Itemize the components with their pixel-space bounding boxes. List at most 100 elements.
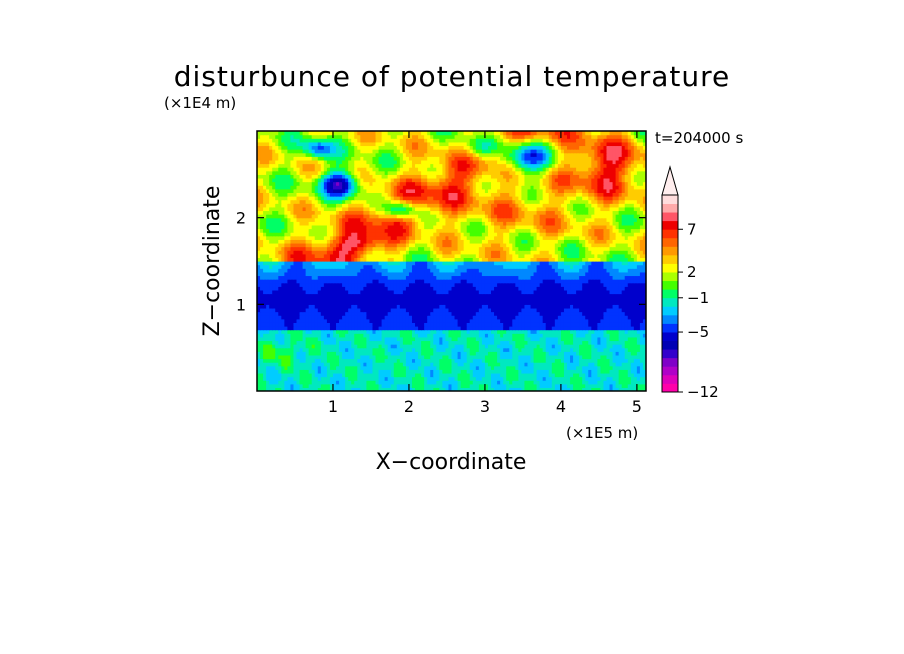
heatmap-cell xyxy=(606,336,611,342)
heatmap-cell xyxy=(329,365,334,370)
heatmap-cell xyxy=(585,380,589,385)
heatmap-cell xyxy=(582,275,586,280)
heatmap-cell xyxy=(436,250,440,255)
heatmap-cell xyxy=(369,380,374,385)
heatmap-cell xyxy=(545,380,550,385)
heatmap-cell xyxy=(451,286,456,291)
heatmap-cell xyxy=(509,307,513,313)
heatmap-cell xyxy=(551,351,556,356)
heatmap-cell xyxy=(497,344,501,349)
heatmap-cell xyxy=(287,315,292,320)
heatmap-cell xyxy=(299,362,304,367)
heatmap-cell xyxy=(542,268,547,273)
heatmap-cell xyxy=(329,257,334,262)
heatmap-cell xyxy=(472,322,477,327)
heatmap-cell xyxy=(545,318,550,323)
heatmap-cell xyxy=(521,322,526,327)
heatmap-cell xyxy=(290,376,295,381)
heatmap-cell xyxy=(272,362,276,367)
heatmap-cell xyxy=(260,383,264,388)
heatmap-cell xyxy=(506,340,510,345)
heatmap-cell xyxy=(557,300,562,305)
heatmap-cell xyxy=(524,257,529,262)
heatmap-cell xyxy=(418,376,422,381)
heatmap-cell xyxy=(600,336,605,342)
heatmap-cell xyxy=(615,293,620,298)
heatmap-cell xyxy=(606,279,611,284)
heatmap-cell xyxy=(542,372,547,378)
heatmap-cell xyxy=(393,268,398,273)
heatmap-cell xyxy=(630,322,635,327)
heatmap-cell xyxy=(345,351,349,356)
heatmap-cell xyxy=(275,257,279,262)
heatmap-cell xyxy=(627,318,632,323)
heatmap-cell xyxy=(506,326,510,331)
heatmap-cell xyxy=(548,289,553,295)
heatmap-cell xyxy=(551,329,556,334)
heatmap-cell xyxy=(503,318,507,323)
heatmap-cell xyxy=(308,340,313,345)
heatmap-cell xyxy=(639,293,644,298)
heatmap-cell xyxy=(421,365,425,370)
heatmap-cell xyxy=(375,376,380,381)
heatmap-cell xyxy=(560,376,565,381)
heatmap-cell xyxy=(469,326,474,331)
heatmap-cell xyxy=(524,311,529,316)
heatmap-cell xyxy=(500,369,504,374)
heatmap-cell xyxy=(296,264,301,269)
heatmap-cell xyxy=(339,304,343,309)
heatmap-cell xyxy=(266,271,270,277)
heatmap-cell xyxy=(603,322,608,327)
heatmap-cell xyxy=(384,289,389,295)
heatmap-cell xyxy=(387,387,392,391)
heatmap-cell xyxy=(530,365,535,370)
heatmap-cell xyxy=(442,372,447,378)
heatmap-cell xyxy=(326,268,331,273)
heatmap-cell xyxy=(329,315,334,320)
heatmap-cell xyxy=(339,264,343,269)
heatmap-cell xyxy=(487,261,492,266)
heatmap-cell xyxy=(363,329,368,334)
heatmap-cell xyxy=(503,372,507,378)
heatmap-cell xyxy=(609,387,614,391)
heatmap-cell xyxy=(573,289,577,295)
heatmap-cell xyxy=(494,354,498,360)
heatmap-cell xyxy=(560,369,565,374)
heatmap-cell xyxy=(642,354,646,360)
heatmap-cell xyxy=(618,340,623,345)
heatmap-cell xyxy=(588,376,592,381)
heatmap-cell xyxy=(405,383,410,388)
heatmap-cell xyxy=(469,344,474,349)
heatmap-cell xyxy=(457,380,462,385)
heatmap-cell xyxy=(627,322,632,327)
heatmap-cell xyxy=(402,372,407,378)
heatmap-cell xyxy=(354,282,358,287)
heatmap-cell xyxy=(509,261,513,266)
heatmap-cell xyxy=(411,300,416,305)
heatmap-cell xyxy=(457,250,462,255)
heatmap-cell xyxy=(281,322,285,327)
heatmap-cell xyxy=(594,318,598,323)
heatmap-cell xyxy=(372,358,377,363)
heatmap-cell xyxy=(472,282,477,287)
heatmap-cell xyxy=(381,365,386,370)
heatmap-cell xyxy=(566,351,571,356)
heatmap-cell xyxy=(566,340,571,345)
heatmap-cell xyxy=(302,380,307,385)
heatmap-cell xyxy=(323,329,328,334)
heatmap-cell xyxy=(618,383,623,388)
heatmap-cell xyxy=(606,329,611,334)
heatmap-cell xyxy=(633,275,638,280)
heatmap-cell xyxy=(530,387,535,391)
heatmap-cell xyxy=(378,300,383,305)
heatmap-cell xyxy=(418,344,422,349)
heatmap-cell xyxy=(299,354,304,360)
heatmap-cell xyxy=(545,383,550,388)
heatmap-cell xyxy=(524,351,529,356)
heatmap-cell xyxy=(424,358,428,363)
heatmap-cell xyxy=(348,326,352,331)
heatmap-cell xyxy=(524,347,529,352)
heatmap-cell xyxy=(618,279,623,284)
heatmap-cell xyxy=(518,372,522,378)
heatmap-cell xyxy=(518,261,522,266)
